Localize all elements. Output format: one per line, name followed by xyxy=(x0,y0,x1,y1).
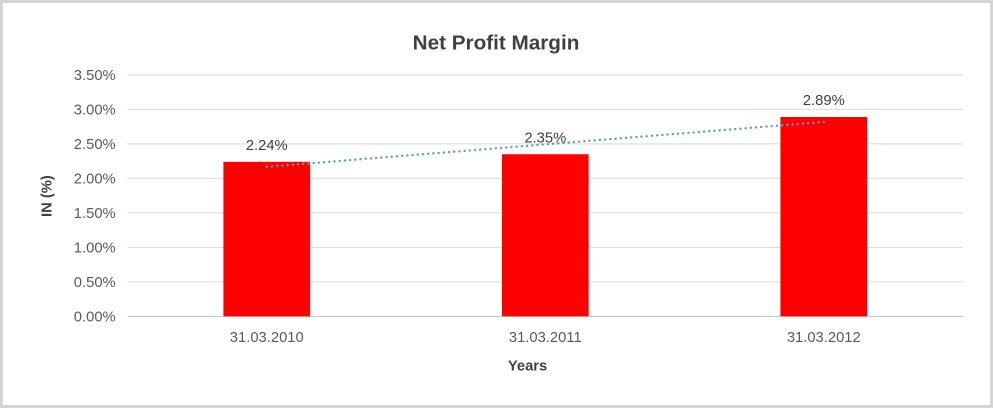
bar-chart-svg: 3.50% 3.00% 2.50% 2.00% 1.50% 1.00% 0.50% 0.00%… xyxy=(40,31,964,375)
bar-value-label: 2.89% xyxy=(803,93,845,109)
bar-value-label: 2.24% xyxy=(246,138,288,154)
trendline xyxy=(265,120,825,168)
y-tick-label: 3.00% xyxy=(74,102,116,118)
x-axis-title: Years xyxy=(508,359,547,375)
y-tick-label: 1.50% xyxy=(74,206,116,222)
bar xyxy=(223,161,311,317)
bar xyxy=(780,116,868,317)
y-tick-label: 0.00% xyxy=(74,309,116,325)
y-axis-title: IN (%) xyxy=(40,175,56,217)
y-tick-label: 1.00% xyxy=(74,240,116,256)
y-tick-label: 3.50% xyxy=(74,68,116,84)
y-tick-label: 0.50% xyxy=(74,275,116,291)
y-tick-label: 2.00% xyxy=(74,171,116,187)
x-tick-label: 31.03.2010 xyxy=(230,330,304,346)
x-tick-label: 31.03.2011 xyxy=(509,330,582,346)
chart-title: Net Profit Margin xyxy=(413,31,580,54)
x-tick-label: 31.03.2012 xyxy=(787,330,861,346)
bar xyxy=(501,154,589,317)
y-tick-label: 2.50% xyxy=(74,137,116,153)
bar-value-label: 2.35% xyxy=(524,130,566,146)
